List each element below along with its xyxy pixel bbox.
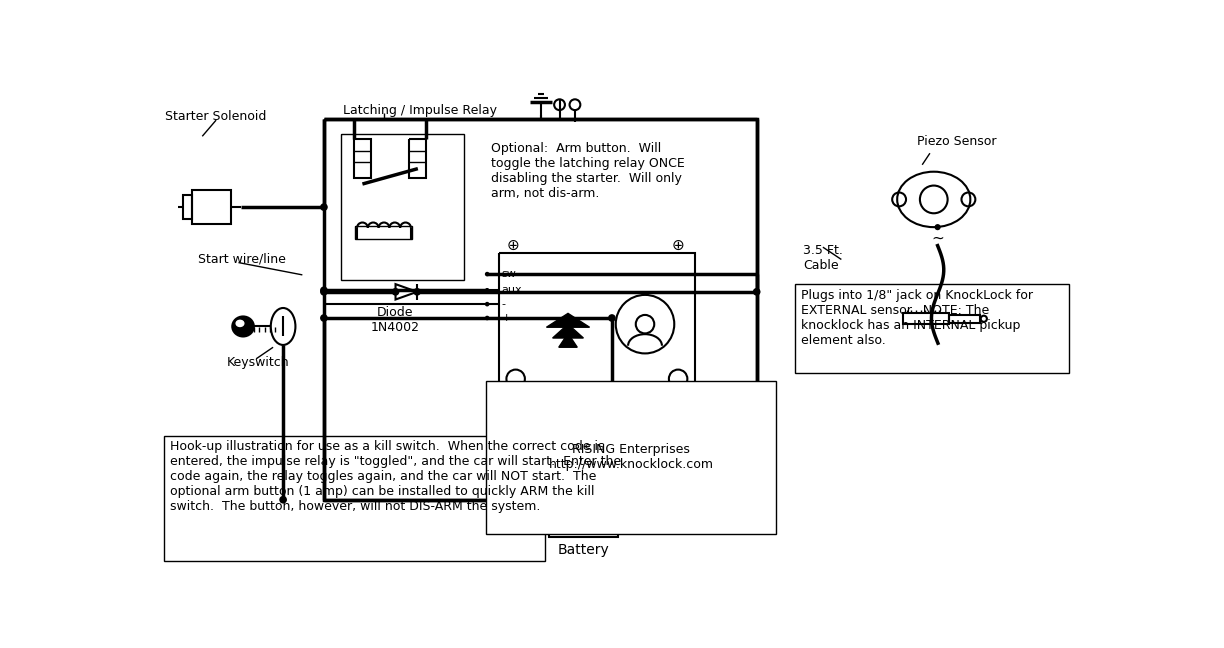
- Text: RISING Enterprises
http://www.knocklock.com: RISING Enterprises http://www.knocklock.…: [548, 443, 714, 471]
- Circle shape: [279, 496, 286, 503]
- Ellipse shape: [233, 316, 253, 336]
- Text: Diode
1N4002: Diode 1N4002: [370, 306, 420, 334]
- Text: Battery: Battery: [558, 543, 610, 557]
- Polygon shape: [552, 324, 584, 338]
- Text: Start wire/line: Start wire/line: [198, 252, 286, 265]
- Circle shape: [319, 314, 328, 322]
- Text: ~: ~: [931, 231, 944, 246]
- Circle shape: [319, 286, 328, 294]
- Circle shape: [485, 316, 490, 320]
- Circle shape: [935, 224, 941, 230]
- Polygon shape: [559, 334, 578, 347]
- Text: 3.5 Ft.
Cable: 3.5 Ft. Cable: [803, 244, 843, 272]
- Text: ⊕: ⊕: [672, 238, 684, 253]
- Circle shape: [414, 288, 421, 295]
- Circle shape: [485, 288, 490, 293]
- Circle shape: [392, 288, 399, 295]
- Text: -: -: [502, 299, 506, 309]
- Circle shape: [485, 302, 490, 307]
- Text: Keyswitch: Keyswitch: [226, 356, 290, 369]
- Text: Optional:  Arm button.  Will
toggle the latching relay ONCE
disabling the starte: Optional: Arm button. Will toggle the la…: [491, 142, 684, 200]
- Text: sw: sw: [502, 269, 517, 279]
- Text: +: +: [502, 313, 512, 323]
- Polygon shape: [546, 314, 590, 327]
- Ellipse shape: [236, 320, 244, 327]
- Text: (KnockLock Top View): (KnockLock Top View): [529, 404, 665, 417]
- Text: aux: aux: [502, 285, 523, 295]
- Circle shape: [608, 314, 616, 322]
- Circle shape: [319, 203, 328, 211]
- Circle shape: [551, 496, 559, 503]
- Circle shape: [485, 272, 490, 277]
- Text: ⊕: ⊕: [507, 238, 519, 253]
- Text: Plugs into 1/8" jack on KnockLock for
EXTERNAL sensor.  NOTE: The
knocklock has : Plugs into 1/8" jack on KnockLock for EX…: [802, 289, 1033, 347]
- Circle shape: [319, 288, 328, 295]
- Text: Starter Solenoid: Starter Solenoid: [165, 110, 267, 122]
- Text: Piezo Sensor: Piezo Sensor: [917, 135, 996, 148]
- Text: Latching / Impulse Relay: Latching / Impulse Relay: [343, 104, 497, 117]
- Circle shape: [753, 288, 760, 295]
- Text: +: +: [602, 492, 618, 511]
- Text: Hook-up illustration for use as a kill switch.  When the correct code is
entered: Hook-up illustration for use as a kill s…: [170, 441, 621, 513]
- Text: -: -: [552, 492, 561, 511]
